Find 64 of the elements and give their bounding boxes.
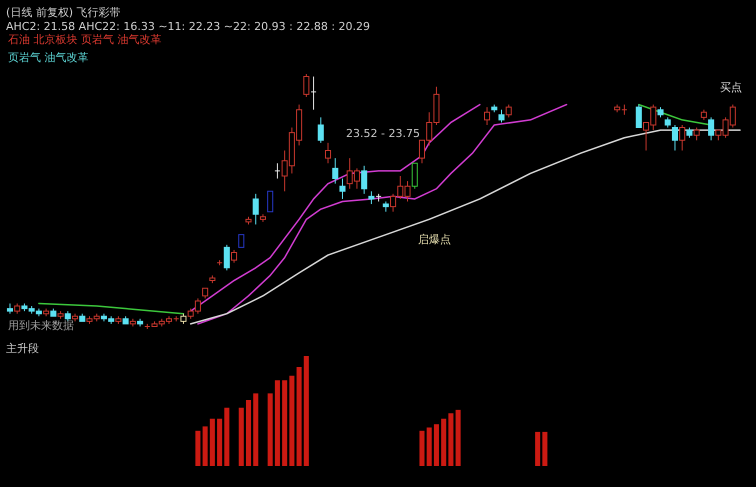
- bar: [456, 410, 461, 466]
- annotation: 买点: [720, 81, 742, 94]
- annotation: 用到未来数据: [8, 319, 74, 332]
- chart-subtitle: AHC2: 21.58 AHC22: 16.33 ~11: 22.23 ~22: 20.93 : 22.88 : 20.29: [6, 20, 370, 33]
- candlestick: [498, 109, 505, 123]
- bar: [246, 400, 252, 466]
- bar: [253, 393, 258, 466]
- candlestick: [708, 116, 714, 141]
- candlestick: [361, 165, 368, 194]
- candlestick: [267, 190, 274, 212]
- bar: [195, 430, 200, 466]
- candlestick: [274, 162, 280, 180]
- candlestick: [368, 190, 374, 205]
- candlestick: [216, 260, 223, 266]
- bar: [224, 408, 230, 466]
- candlestick: [686, 127, 692, 138]
- candlestick: [224, 244, 230, 271]
- candlestick: [202, 288, 208, 299]
- candlestick: [64, 310, 71, 322]
- candlestick: [484, 106, 490, 126]
- candlestick: [238, 234, 244, 248]
- bar: [274, 380, 280, 466]
- candlestick: [700, 109, 707, 120]
- bar: [268, 393, 273, 466]
- bar: [282, 380, 288, 466]
- bar: [238, 408, 244, 466]
- bar: [535, 432, 540, 466]
- text: 页岩气 油气改革: [8, 51, 88, 64]
- bar: [210, 418, 215, 466]
- candlestick: [657, 106, 664, 118]
- chart-title: (日线 前复权) 飞行彩带: [6, 6, 121, 19]
- bar: [426, 428, 432, 466]
- bar: [296, 367, 302, 466]
- candlestick: [506, 104, 512, 118]
- chart-title: 主升段: [6, 342, 39, 355]
- candlestick: [318, 116, 324, 144]
- annotation: 23.52 - 23.75: [346, 127, 420, 140]
- candlestick: [310, 76, 317, 110]
- candlestick: [339, 178, 346, 200]
- candlestick: [664, 116, 671, 128]
- candlestick: [621, 104, 628, 116]
- candlestick: [679, 124, 686, 151]
- candlestick: [231, 249, 238, 264]
- bar: [202, 426, 208, 466]
- annotation: 启爆点: [418, 233, 451, 246]
- text: 石油 北京板块 页岩气 油气改革: [8, 33, 162, 46]
- candlestick: [6, 303, 14, 314]
- candlestick: [332, 158, 338, 184]
- bar: [542, 432, 548, 466]
- candlestick: [303, 74, 310, 98]
- candlestick: [636, 104, 642, 128]
- candlestick: [694, 127, 700, 141]
- bar: [448, 413, 454, 466]
- candlestick: [324, 142, 332, 164]
- candlestick: [252, 193, 259, 225]
- bar: [289, 376, 294, 466]
- bar: [441, 418, 446, 466]
- candlestick: [14, 303, 20, 314]
- candlestick: [672, 124, 678, 151]
- bar: [434, 424, 439, 466]
- bar: [217, 418, 222, 466]
- bar: [304, 356, 309, 466]
- bar: [419, 430, 425, 466]
- candlestick: [382, 201, 389, 212]
